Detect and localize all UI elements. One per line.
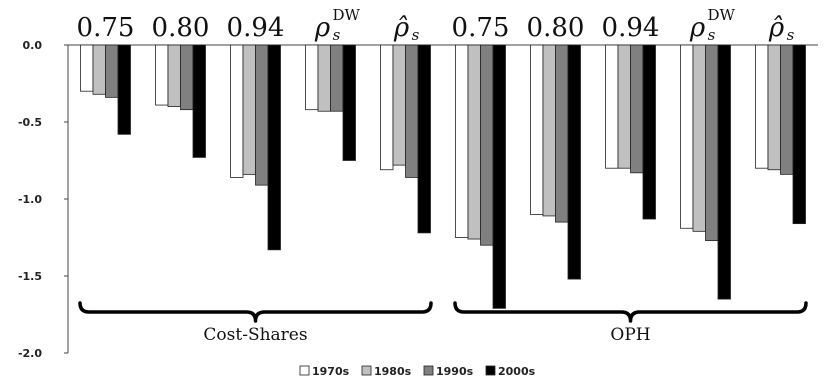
bar-1980s-5 (468, 45, 481, 239)
category-label-6: 0.80 (527, 13, 585, 43)
group-label-0: Cost-Shares (203, 325, 307, 345)
group-label-1: OPH (610, 325, 650, 345)
bar-2000s-7 (643, 45, 656, 219)
group-brace-0 (80, 303, 431, 321)
category-label-8: ρ s DW (689, 6, 736, 44)
bar-1970s-4 (381, 45, 394, 170)
bar-2000s-3 (343, 45, 356, 161)
y-tick-label: -1.0 (18, 193, 42, 206)
category-superscript: DW (708, 6, 736, 24)
legend-label: 2000s (498, 365, 536, 378)
bar-1990s-2 (256, 45, 269, 185)
category-base: ρ (689, 13, 706, 43)
bar-1990s-0 (106, 45, 119, 97)
bar-1990s-8 (706, 45, 719, 241)
legend-item-1970s: 1970s (300, 365, 350, 378)
bar-2000s-0 (118, 45, 131, 134)
category-base: 0.80 (152, 13, 210, 43)
bar-1970s-9 (756, 45, 769, 168)
bar-1980s-8 (693, 45, 706, 231)
legend-item-1980s: 1980s (362, 365, 412, 378)
y-tick-label: -0.5 (18, 116, 42, 129)
category-subscript: s (333, 26, 341, 44)
category-base: ρ̂ (768, 13, 785, 43)
bar-1990s-6 (556, 45, 569, 222)
y-tick-label: -2.0 (18, 347, 42, 360)
category-base: ρ (314, 13, 331, 43)
bar-1980s-1 (168, 45, 181, 107)
bar-1970s-1 (156, 45, 169, 105)
bar-2000s-5 (493, 45, 506, 308)
bar-2000s-6 (568, 45, 581, 279)
category-base: ρ̂ (393, 13, 410, 43)
category-label-9: ρ̂ s (768, 13, 795, 44)
bar-1980s-0 (93, 45, 106, 94)
bar-1980s-3 (318, 45, 331, 111)
bar-1990s-4 (406, 45, 419, 177)
category-label-2: 0.94 (227, 13, 285, 43)
category-label-5: 0.75 (452, 13, 510, 43)
y-tick-label: -1.5 (18, 270, 42, 283)
bar-2000s-9 (793, 45, 806, 224)
group-braces: Cost-Shares OPH (80, 303, 806, 345)
legend-swatch (362, 366, 371, 375)
category-base: 0.94 (602, 13, 660, 43)
category-base: 0.75 (77, 13, 135, 43)
bar-1980s-9 (768, 45, 781, 170)
bar-2000s-8 (718, 45, 731, 299)
category-base: 0.75 (452, 13, 510, 43)
bar-1970s-6 (531, 45, 544, 214)
bar-2000s-4 (418, 45, 431, 233)
category-subscript: s (412, 26, 420, 44)
legend-item-2000s: 2000s (486, 365, 536, 378)
category-labels: 0.75 0.80 0.94 ρ sDW ρ̂ s 0.75 0.80 0.94 ρ sDW ρ̂ s (77, 6, 795, 44)
category-superscript: DW (333, 6, 361, 24)
legend-swatch (424, 366, 433, 375)
bar-1970s-0 (81, 45, 94, 91)
category-label-0: 0.75 (77, 13, 135, 43)
category-base: 0.80 (527, 13, 585, 43)
group-brace-1 (455, 303, 806, 321)
category-base: 0.94 (227, 13, 285, 43)
bar-layer (81, 45, 806, 308)
bar-1990s-7 (631, 45, 644, 173)
bar-2000s-1 (193, 45, 206, 157)
category-subscript: s (787, 26, 795, 44)
y-tick-label: 0.0 (23, 39, 43, 52)
category-label-3: ρ s DW (314, 6, 361, 44)
bar-1970s-8 (681, 45, 694, 228)
bar-1980s-7 (618, 45, 631, 168)
bar-1980s-2 (243, 45, 256, 174)
legend-item-1990s: 1990s (424, 365, 474, 378)
bar-2000s-2 (268, 45, 281, 250)
bar-1980s-6 (543, 45, 556, 216)
bar-1990s-1 (181, 45, 194, 110)
category-label-1: 0.80 (152, 13, 210, 43)
category-subscript: s (708, 26, 716, 44)
legend-swatch (300, 366, 309, 375)
legend-label: 1990s (436, 365, 474, 378)
bar-1990s-9 (781, 45, 794, 174)
legend-label: 1980s (374, 365, 412, 378)
bar-1990s-5 (481, 45, 494, 245)
bar-1970s-3 (306, 45, 319, 110)
legend-label: 1970s (312, 365, 350, 378)
category-label-4: ρ̂ s (393, 13, 420, 44)
legend-swatch (486, 366, 495, 375)
bar-1970s-7 (606, 45, 619, 168)
bar-1970s-5 (456, 45, 469, 238)
bar-1970s-2 (231, 45, 244, 177)
legend: 1970s 1980s 1990s 2000s (300, 365, 536, 378)
bar-1990s-3 (331, 45, 344, 111)
bar-1980s-4 (393, 45, 406, 165)
category-label-7: 0.94 (602, 13, 660, 43)
